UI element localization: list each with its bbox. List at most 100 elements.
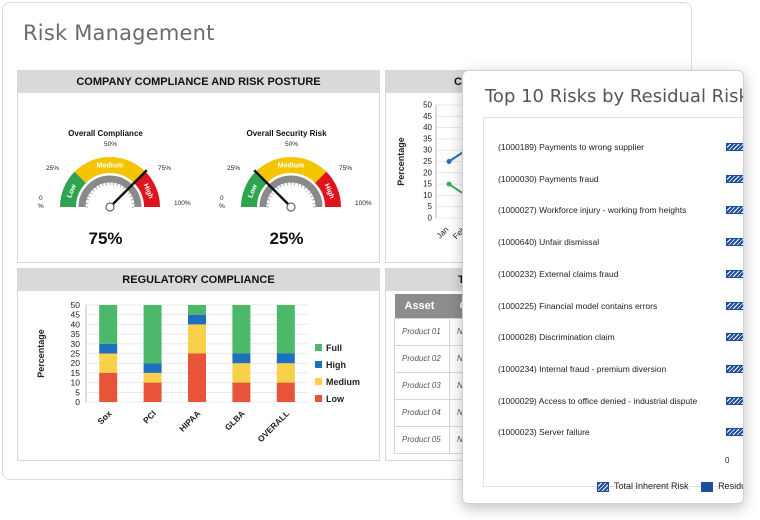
data-point	[446, 159, 452, 164]
bar-segment-medium	[232, 363, 251, 383]
risk-label: (1000232) External claims fraud	[498, 268, 619, 279]
gauge-tick	[300, 185, 303, 188]
bar-segment-high	[99, 343, 118, 354]
chart-legend: Total Inherent Risk Residual Risk	[597, 481, 743, 492]
gauge-tick	[90, 192, 93, 195]
legend-label: Medium	[326, 377, 360, 387]
gauge-tick	[88, 195, 91, 198]
y-tick-label: 50	[71, 300, 81, 310]
gauge-tick	[283, 183, 285, 187]
bar-segment-medium	[143, 372, 162, 383]
gauge-band-label: Medium	[97, 163, 123, 170]
x-tick-label: HIPAA	[177, 408, 202, 433]
risk-label: (1000030) Payments fraud	[498, 173, 599, 184]
y-tick-label: 45	[423, 112, 432, 121]
risk-bar-inherent	[726, 364, 743, 373]
asset-cell: Product 03	[394, 371, 450, 400]
gauge-title: Overall Compliance	[68, 129, 143, 138]
y-axis-label: Percentage	[36, 329, 46, 378]
y-tick-label: 25	[423, 157, 432, 166]
column-header-asset: Asset	[394, 294, 450, 318]
legend-swatch-inherent	[597, 481, 609, 492]
gauge-band-medium	[74, 157, 146, 184]
risk-label: (1000029) Access to office denied - indu…	[498, 395, 698, 406]
y-tick-label: 0	[428, 214, 433, 223]
risk-label: (1000028) Discrimination claim	[498, 332, 615, 343]
gauge-tick-label: %	[219, 203, 225, 210]
gauge-tick	[306, 189, 309, 192]
x-axis-zero-label: 0	[725, 456, 730, 465]
asset-cell: Product 01	[394, 317, 450, 346]
gauge-tick-label: 25%	[227, 165, 240, 172]
y-tick-label: 5	[75, 387, 80, 397]
y-tick-label: 15	[71, 368, 81, 378]
overlay-title: Top 10 Risks by Residual Risk	[485, 86, 744, 107]
gauge-tick	[310, 195, 313, 198]
bar-segment-full	[232, 305, 251, 354]
gauge-band-low	[241, 171, 268, 208]
x-tick-label: GLBA	[223, 408, 247, 432]
asset-cell: Product 04	[394, 398, 450, 427]
gauge-inner-arc	[259, 175, 323, 208]
overall-compliance-gauge: Overall Compliance Low Medium High 0% 25% 50%…	[18, 93, 193, 262]
risk-bar-inherent	[726, 174, 743, 183]
data-point	[446, 181, 452, 187]
regulatory-compliance-panel: REGULATORY COMPLIANCE 0 5 10 15 20 25 30 35 40 45…	[17, 268, 380, 461]
legend-label-residual: Residual Risk	[718, 481, 743, 491]
overall-security-risk-gauge: Overall Security Risk Low Medium High 0% 25%…	[199, 93, 374, 262]
gauge-tick-label: 100%	[355, 200, 372, 207]
gauge-needle	[109, 169, 148, 208]
compliance-risk-posture-panel: COMPANY COMPLIANCE AND RISK POSTURE Over…	[17, 70, 380, 263]
gauge-tick	[297, 183, 299, 187]
bar-segment-full	[143, 305, 162, 364]
y-tick-label: 20	[423, 168, 432, 177]
legend-swatch	[315, 344, 322, 351]
gauge-tick-label: 0	[39, 195, 43, 202]
x-tick-label: PCI	[141, 408, 158, 425]
gauge-tick-label: 25%	[46, 165, 59, 172]
gauge-hub	[105, 202, 115, 212]
bar-segment-high	[188, 314, 206, 325]
gauge-title: Overall Security Risk	[246, 129, 327, 138]
bar-segment-low	[232, 382, 251, 402]
gauge-tick-label: 50%	[104, 141, 117, 148]
y-tick-label: 20	[71, 358, 81, 368]
y-tick-label: 25	[71, 349, 81, 359]
y-axis-label: Percentage	[396, 137, 406, 186]
gauge-tick	[127, 192, 130, 195]
gauge-tick	[116, 183, 118, 187]
gauge-tick-label: %	[38, 203, 44, 210]
bar-segment-low	[276, 382, 295, 402]
legend-swatch-residual	[701, 481, 714, 492]
risk-label: (1000225) Financial model contains error…	[498, 300, 658, 311]
risk-label: (1000640) Unfair dismissal	[498, 237, 600, 248]
bar-segment-medium	[276, 363, 295, 383]
gauge-tick-label: 75%	[158, 165, 171, 172]
gauge-tick	[92, 189, 95, 192]
y-tick-label: 35	[71, 329, 81, 339]
gauge-tick	[311, 199, 315, 201]
gauge-value: 75%	[88, 229, 123, 248]
top-risks-chart: (1000189) Payments to wrong supplier (100…	[483, 117, 743, 487]
asset-cell: Product 02	[394, 344, 450, 373]
risk-label: (1000023) Server failure	[498, 427, 590, 438]
legend-swatch	[315, 361, 322, 368]
risk-label: (1000027) Workforce injury - working fro…	[498, 205, 687, 216]
risk-bar-inherent	[726, 238, 743, 247]
y-tick-label: 10	[71, 378, 81, 388]
top-risks-overlay-card[interactable]: Top 10 Risks by Residual Risk (1000189) …	[462, 70, 744, 504]
bar-segment-full	[99, 305, 118, 344]
y-tick-label: 15	[423, 180, 432, 189]
panel-title: REGULATORY COMPLIANCE	[18, 269, 379, 291]
risk-bar-inherent	[726, 206, 743, 215]
x-tick-label: Jan	[435, 225, 450, 240]
y-tick-label: 45	[71, 310, 81, 320]
gauge-tick	[267, 199, 271, 201]
legend-swatch	[315, 395, 322, 402]
legend-label: Full	[326, 343, 342, 353]
gauge-tick	[303, 187, 306, 190]
gauge-inner-arc	[78, 175, 142, 208]
gauge-tick	[98, 185, 101, 188]
